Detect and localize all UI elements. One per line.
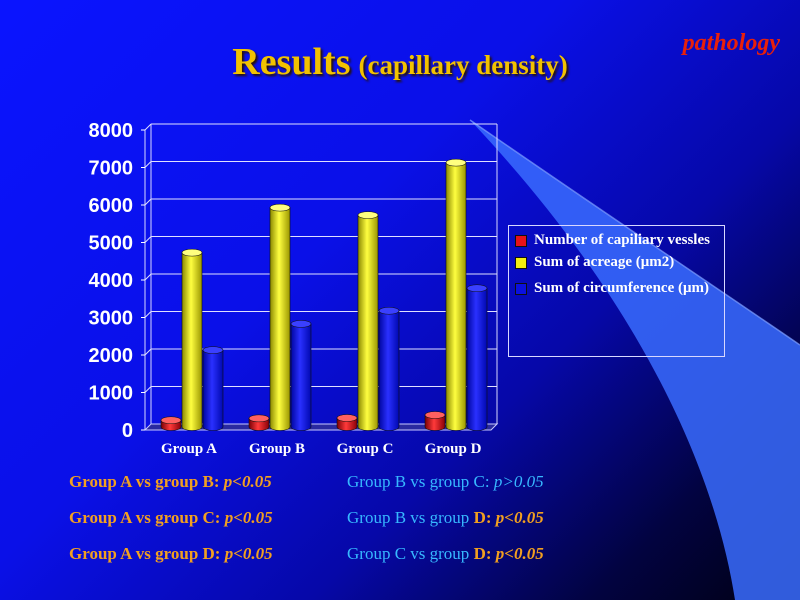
legend-item-circumference: Sum of circumference (μm) (515, 279, 720, 297)
bar-acreage (445, 162, 467, 431)
legend-swatch-red (515, 235, 527, 247)
gridline-diagonal (144, 123, 152, 131)
gridline-diagonal (144, 311, 152, 318)
title-subtitle: (capillary density) (358, 50, 568, 80)
legend-swatch-yellow (515, 257, 527, 269)
legend-item-vessels: Number of capiliary vessles (515, 231, 720, 249)
bar-vessels (424, 414, 446, 431)
legend-label-vessels: Number of capiliary vessles (534, 232, 710, 248)
legend-swatch-blue (515, 283, 527, 295)
corner-tag: pathology (682, 30, 780, 56)
bar-circumference (202, 349, 224, 431)
x-tick-label: Group B (249, 441, 305, 457)
bar-circumference (466, 287, 488, 431)
legend-label-acreage: Sum of acreage (μm2) (534, 254, 675, 270)
y-tick-label: 3000 (89, 308, 134, 330)
bar-top-cap (248, 414, 270, 423)
bar-top-cap (290, 320, 312, 328)
bar-acreage (357, 214, 379, 431)
y-tick-label: 5000 (89, 233, 134, 255)
legend-label-circumference: Sum of circumference (μm) (534, 280, 709, 296)
y-tick-label: 4000 (89, 270, 134, 292)
swoosh-band (470, 120, 800, 600)
bar-acreage (181, 252, 203, 431)
bar-acreage (269, 207, 291, 431)
x-tick-label: Group A (161, 441, 217, 457)
bar-top-cap (202, 346, 224, 354)
bar-top-cap (160, 416, 182, 425)
chart-legend: Number of capiliary vessles Sum of acrea… (508, 225, 725, 357)
gridline-diagonal (144, 348, 152, 356)
bar-top-cap (424, 411, 446, 419)
slide-title: Results (capillary density) (0, 40, 800, 84)
y-tick-label: 0 (122, 420, 133, 442)
gridline-diagonal (144, 386, 152, 393)
bar-top-cap (181, 248, 203, 257)
gridline-diagonal (144, 236, 152, 243)
bar-top-cap (357, 211, 379, 219)
y-tick-label: 7000 (89, 158, 134, 180)
gridline-diagonal (144, 198, 152, 206)
x-tick-label: Group D (425, 441, 482, 457)
bar-circumference (290, 323, 312, 431)
y-tick-label: 8000 (89, 120, 134, 142)
bar-top-cap (445, 158, 467, 167)
y-tick-label: 1000 (89, 383, 134, 405)
y-tick-label: 6000 (89, 195, 134, 217)
bar-top-cap (269, 203, 291, 212)
gridline-diagonal (144, 161, 152, 168)
gridline-diagonal (144, 273, 152, 281)
title-main: Results (232, 41, 351, 83)
legend-item-acreage: Sum of acreage (μm2) (515, 253, 720, 271)
bar-circumference (378, 310, 400, 431)
x-tick-label: Group C (337, 441, 394, 457)
bar-top-cap (466, 284, 488, 293)
bar-top-cap (336, 414, 358, 422)
y-tick-label: 2000 (89, 345, 134, 367)
bar-top-cap (378, 306, 400, 315)
